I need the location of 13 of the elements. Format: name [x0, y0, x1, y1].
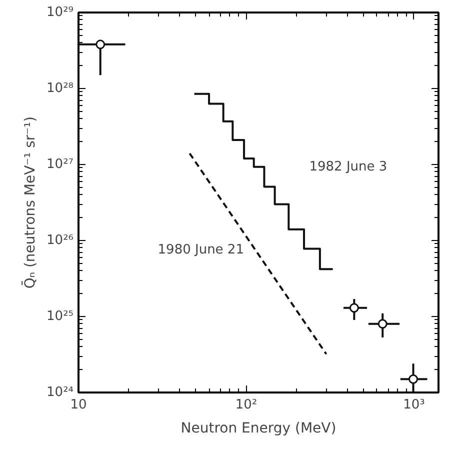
x-axis-title: Neutron Energy (MeV): [180, 420, 336, 436]
y-tick-label: 10²⁴: [46, 385, 74, 400]
x-tick-label: 10: [70, 398, 87, 412]
x-tick-label: 10²: [235, 398, 258, 412]
series-label: 1980 June 21: [158, 242, 244, 258]
y-tick-label: 10²⁵: [46, 309, 74, 324]
x-tick-label: 10³: [403, 398, 425, 412]
y-tick-label: 10²⁶: [46, 233, 74, 248]
y-axis-title: Q̄ₙ (neutrons MeV⁻¹ sr⁻¹): [20, 116, 39, 289]
y-tick-label: 10²⁷: [46, 157, 74, 172]
y-tick-label: 10²⁸: [46, 81, 74, 96]
y-tick-label: 10²⁹: [46, 5, 74, 20]
text: 1982 June 3: [309, 160, 388, 175]
